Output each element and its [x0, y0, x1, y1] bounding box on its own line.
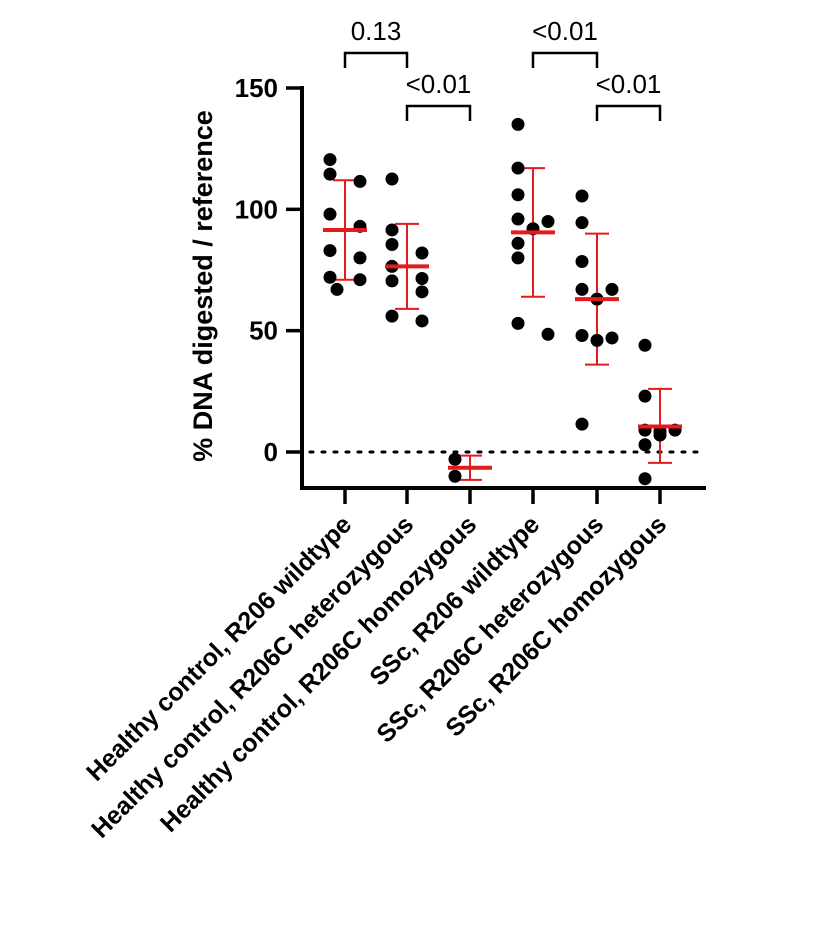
- data-point: [638, 389, 652, 403]
- data-point: [653, 428, 667, 442]
- series-4: [511, 117, 555, 341]
- data-point: [385, 172, 399, 186]
- p-value-label: <0.01: [596, 69, 662, 99]
- category-label: Healthy control, R206 wildtype: [81, 510, 357, 786]
- data-point: [353, 273, 367, 287]
- p-value-label: <0.01: [532, 16, 598, 46]
- y-tick-label: 100: [235, 194, 278, 224]
- data-point: [511, 236, 525, 250]
- data-point: [323, 167, 337, 181]
- data-point: [575, 282, 589, 296]
- series-1: [323, 153, 367, 296]
- data-point: [415, 314, 429, 328]
- data-point: [385, 274, 399, 288]
- data-point: [575, 417, 589, 431]
- data-point: [323, 244, 337, 258]
- data-point: [323, 153, 337, 167]
- y-tick-label: 0: [264, 437, 278, 467]
- data-point: [575, 216, 589, 230]
- data-point: [511, 251, 525, 265]
- series-6: [638, 338, 682, 486]
- y-tick-label: 50: [249, 316, 278, 346]
- data-point: [415, 246, 429, 260]
- data-point: [323, 207, 337, 221]
- series-5: [575, 189, 619, 431]
- p-value-label: <0.01: [406, 69, 472, 99]
- data-point: [638, 438, 652, 452]
- significance-bracket: [595, 104, 662, 121]
- p-value-label: 0.13: [351, 16, 402, 46]
- data-point: [415, 271, 429, 285]
- data-point: [353, 251, 367, 265]
- series-3: [448, 452, 492, 483]
- y-tick-label: 150: [235, 73, 278, 103]
- data-points: [323, 117, 682, 486]
- data-point: [511, 188, 525, 202]
- data-point: [385, 223, 399, 237]
- data-point: [511, 161, 525, 175]
- data-point: [605, 331, 619, 345]
- data-point: [541, 214, 555, 228]
- data-point: [605, 282, 619, 296]
- data-point: [353, 174, 367, 188]
- axes: 0 50 100 150: [235, 73, 708, 504]
- data-point: [385, 238, 399, 252]
- data-point: [448, 469, 462, 483]
- series-2: [385, 172, 429, 328]
- significance-bracket: [405, 104, 472, 121]
- data-point: [590, 333, 604, 347]
- data-point: [575, 255, 589, 269]
- data-point: [385, 309, 399, 323]
- data-point: [511, 212, 525, 226]
- data-point: [323, 270, 337, 284]
- data-point: [511, 316, 525, 330]
- data-point: [330, 282, 344, 296]
- data-point: [575, 189, 589, 203]
- data-point: [511, 117, 525, 131]
- significance-bracket: [531, 51, 599, 68]
- data-point: [638, 472, 652, 486]
- data-point: [448, 452, 462, 466]
- significance-bracket: [343, 51, 409, 68]
- data-point: [415, 285, 429, 299]
- data-point: [575, 329, 589, 343]
- y-axis-label: % DNA digested / reference: [188, 110, 218, 462]
- data-point: [638, 338, 652, 352]
- data-point: [541, 327, 555, 341]
- comparison-brackets: 0.13<0.01<0.01<0.01: [343, 16, 662, 121]
